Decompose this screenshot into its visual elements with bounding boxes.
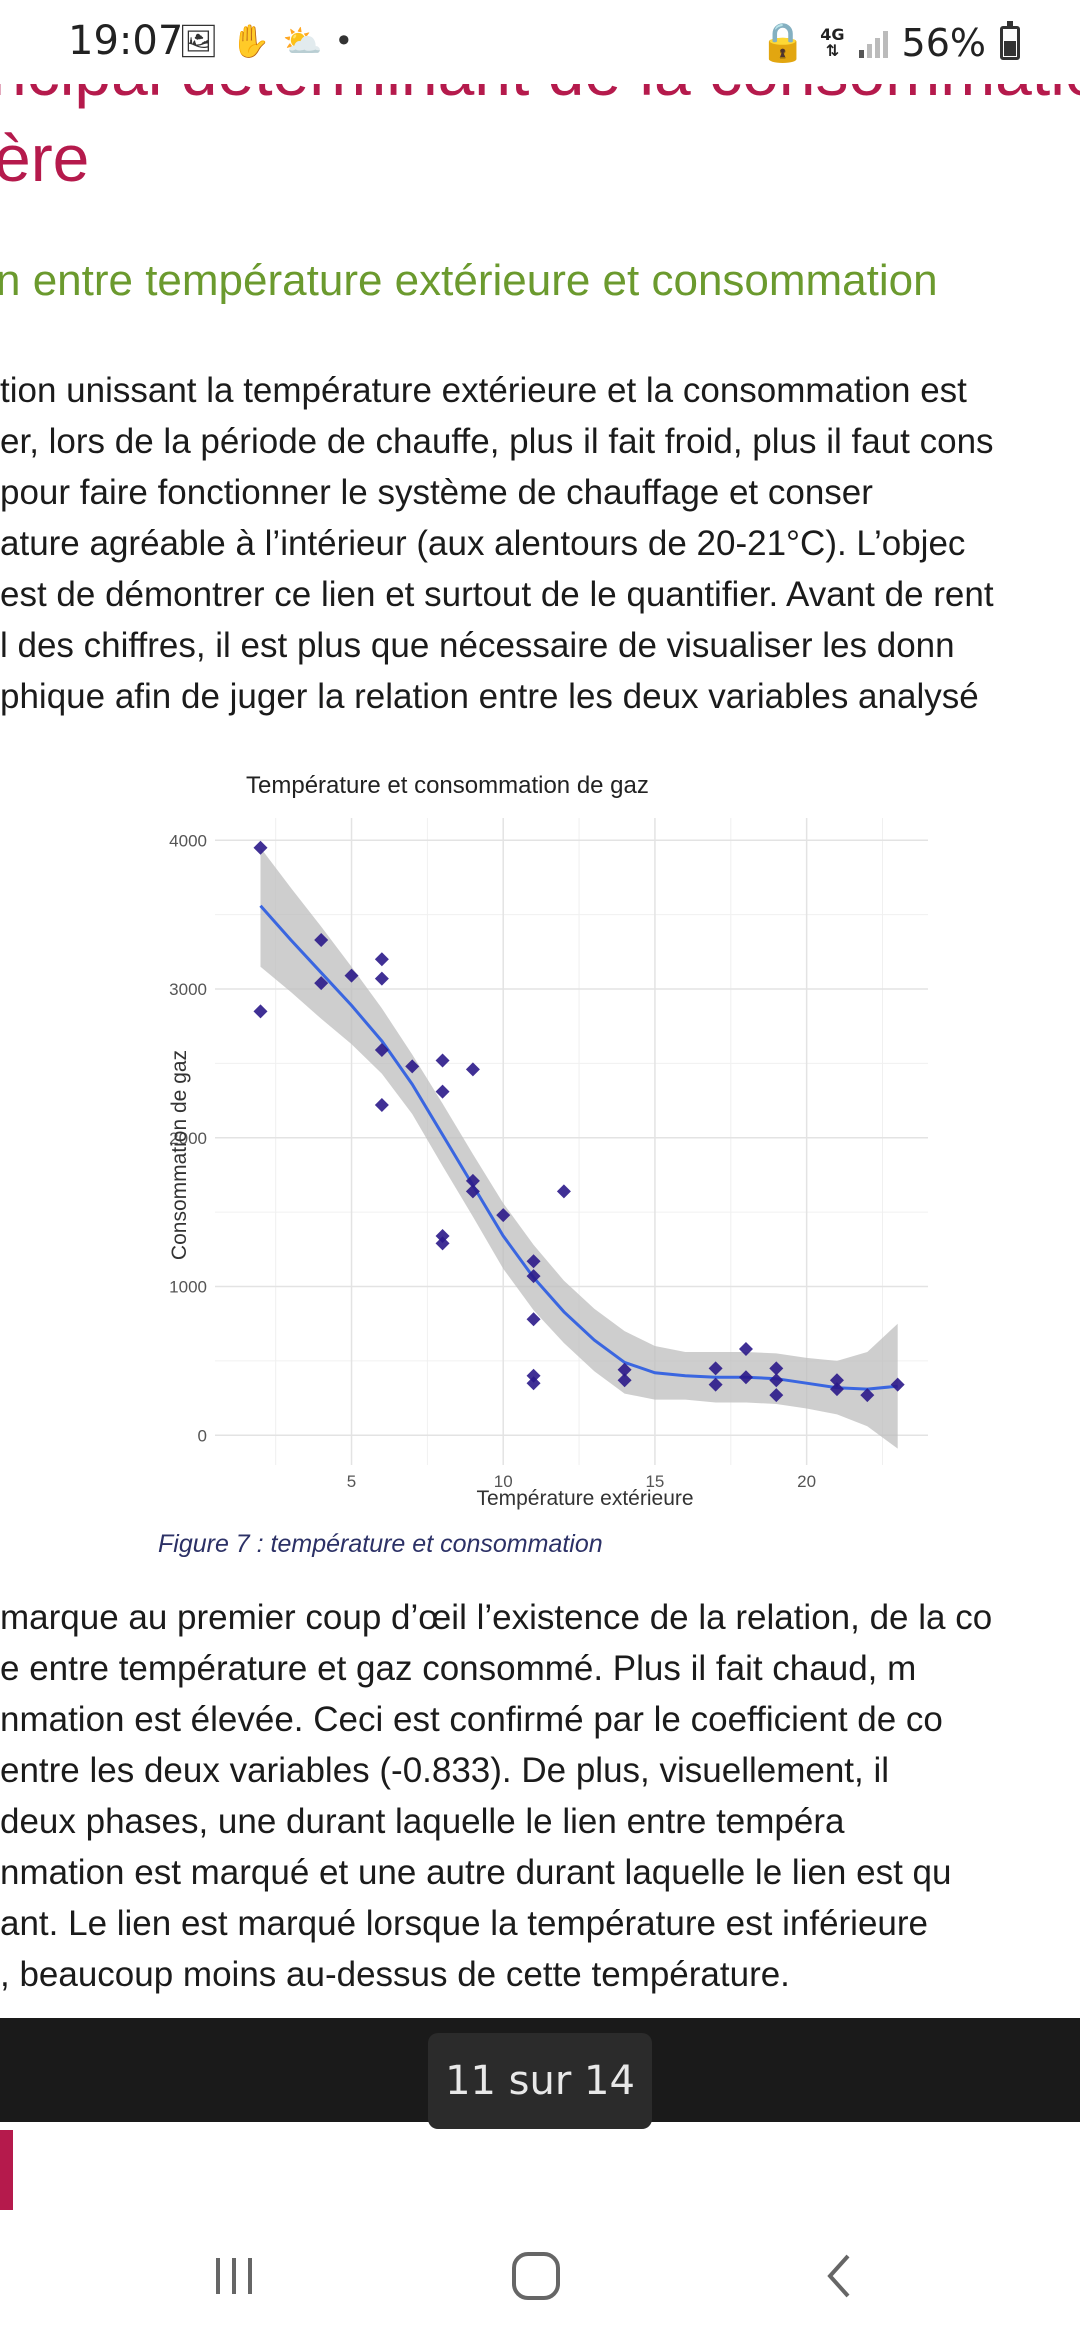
gallery-icon: 🖼: [178, 22, 219, 60]
data-point: [769, 1373, 784, 1388]
data-point: [769, 1361, 784, 1376]
data-point: [617, 1362, 632, 1377]
data-point: [465, 1184, 480, 1199]
y-tick-label: 0: [198, 1426, 207, 1445]
data-point: [405, 1059, 420, 1074]
text-line: deux phases, une durant laquelle le lien…: [0, 1802, 845, 1841]
network-type: 4G ⇅: [820, 24, 845, 60]
clock: 19:07: [68, 18, 184, 64]
text-line: marque au premier coup d’œil l’existence…: [0, 1598, 993, 1637]
data-point: [738, 1341, 753, 1356]
section-heading-line2: ère: [0, 121, 90, 195]
figure-caption: Figure 7 : température et consommation: [158, 1530, 603, 1558]
text-line: ant. Le lien est marqué lorsque la tempé…: [0, 1904, 929, 1943]
y-tick-label: 2000: [169, 1129, 207, 1148]
data-point: [617, 1373, 632, 1388]
text-line: tion unissant la température extérieure …: [0, 371, 967, 410]
home-icon[interactable]: [506, 2246, 566, 2306]
data-point: [374, 1098, 389, 1113]
data-point: [526, 1368, 541, 1383]
data-point: [374, 971, 389, 986]
page-counter[interactable]: 11 sur 14: [428, 2033, 652, 2129]
scatter-chart: Température et consommation de gaz 5 10 15…: [168, 772, 928, 1510]
data-point: [829, 1382, 844, 1397]
chart-title: Température et consommation de gaz: [246, 772, 649, 799]
data-point: [435, 1084, 450, 1099]
x-axis-label: Température extérieure: [476, 1487, 693, 1510]
navigation-bar: [0, 2210, 1080, 2340]
section-heading-line1: ncipal déterminant de la consommation: [0, 80, 1080, 112]
battery-icon: [1000, 20, 1020, 60]
text-line: ature agréable à l’intérieur (aux alento…: [0, 524, 966, 563]
y-axis-label: Consommation de gaz: [168, 1050, 191, 1260]
status-bar: 19:07 🖼 ✋ ⛅ • 🔒 4G ⇅ 56%: [0, 0, 1080, 84]
text-line: est de démontrer ce lien et surtout de l…: [0, 575, 994, 614]
x-tick-label: 10: [494, 1472, 513, 1491]
data-point: [344, 968, 359, 983]
recent-apps-icon[interactable]: [204, 2246, 264, 2306]
text-line: , beaucoup moins au-dessus de cette temp…: [0, 1955, 790, 1994]
x-tick-label: 15: [645, 1472, 664, 1491]
status-right: 🔒 4G ⇅ 56%: [759, 20, 1020, 65]
text-line: entre les deux variables (-0.833). De pl…: [0, 1751, 890, 1790]
data-point: [374, 1043, 389, 1058]
data-point: [435, 1228, 450, 1243]
data-point: [738, 1370, 753, 1385]
paragraph-2: marque au premier coup d’œil l’existence…: [0, 1592, 1080, 2000]
data-point: [253, 1004, 268, 1019]
hand-icon: ✋: [230, 22, 271, 60]
dot-icon: •: [334, 22, 354, 60]
data-point: [708, 1361, 723, 1376]
text-line: nmation est marqué et une autre durant l…: [0, 1853, 952, 1892]
document-view[interactable]: ncipal déterminant de la consommation èr…: [0, 0, 1080, 2020]
data-point: [526, 1376, 541, 1391]
battery-percent: 56%: [901, 20, 986, 65]
data-point: [556, 1184, 571, 1199]
document-edge-accent: [0, 2130, 13, 2216]
x-tick-label: 5: [347, 1472, 356, 1491]
x-tick-label: 20: [797, 1472, 816, 1491]
data-point: [526, 1254, 541, 1269]
data-point: [374, 952, 389, 967]
data-point: [860, 1388, 875, 1403]
vpn-icon: 🔒: [758, 20, 807, 64]
data-point: [465, 1062, 480, 1077]
data-point: [435, 1236, 450, 1251]
y-tick-label: 3000: [169, 980, 207, 999]
signal-icon: [858, 28, 888, 58]
back-icon[interactable]: [810, 2246, 870, 2306]
data-point: [708, 1377, 723, 1392]
data-point: [829, 1373, 844, 1388]
data-point: [314, 976, 329, 991]
data-point: [435, 1053, 450, 1068]
notification-icons: 🖼 ✋ ⛅ •: [178, 22, 353, 60]
text-line: l des chiffres, il est plus que nécessai…: [0, 626, 955, 665]
text-line: e entre température et gaz consommé. Plu…: [0, 1649, 917, 1688]
data-point: [890, 1377, 905, 1392]
text-line: er, lors de la période de chauffe, plus …: [0, 422, 994, 461]
weather-icon: ⛅: [282, 22, 323, 60]
y-tick-label: 4000: [169, 831, 207, 850]
text-line: pour faire fonctionner le système de cha…: [0, 473, 873, 512]
data-point: [526, 1312, 541, 1327]
data-point: [526, 1269, 541, 1284]
data-point: [253, 840, 268, 855]
data-point: [496, 1208, 511, 1223]
smooth-trend-line: [259, 904, 898, 1391]
text-line: phique afin de juger la relation entre l…: [0, 677, 979, 716]
data-point: [465, 1173, 480, 1188]
text-line: nmation est élevée. Ceci est confirmé pa…: [0, 1700, 943, 1739]
data-point: [314, 932, 329, 947]
data-point: [769, 1388, 784, 1403]
y-tick-label: 1000: [169, 1278, 207, 1297]
subsection-heading: n entre température extérieure et consom…: [0, 256, 938, 305]
paragraph-1: tion unissant la température extérieure …: [0, 365, 1080, 722]
